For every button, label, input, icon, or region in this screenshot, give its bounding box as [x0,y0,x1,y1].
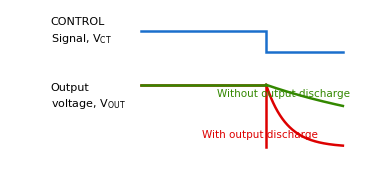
Text: Without output discharge: Without output discharge [217,89,351,99]
Text: CONTROL: CONTROL [51,17,105,27]
Text: With output discharge: With output discharge [202,130,318,140]
Text: Output
voltage, V$_{\mathregular{OUT}}$: Output voltage, V$_{\mathregular{OUT}}$ [51,83,125,111]
Text: Signal, V$_{\mathregular{CT}}$: Signal, V$_{\mathregular{CT}}$ [51,32,112,46]
